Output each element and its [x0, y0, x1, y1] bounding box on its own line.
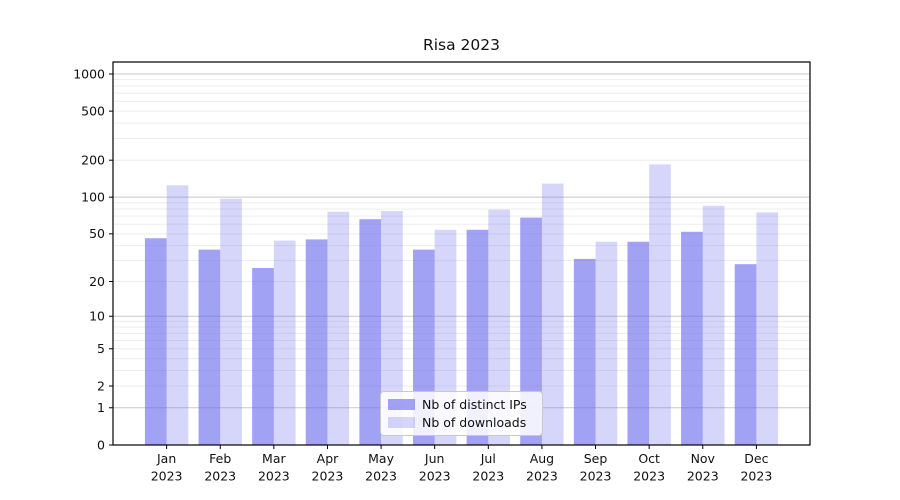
legend-item-distinct-ips: Nb of distinct IPs	[388, 397, 535, 412]
plot-frame	[112, 61, 811, 446]
bar-oct-distinct-ips	[627, 241, 650, 445]
x-tick-label: Aug 2023	[526, 451, 558, 484]
x-tick-label: Dec 2023	[740, 451, 772, 484]
x-tick-label: Feb 2023	[204, 451, 236, 484]
bar-mar-distinct-ips	[252, 268, 274, 445]
legend-label-downloads: Nb of downloads	[422, 415, 527, 430]
bar-apr-downloads	[327, 211, 350, 445]
bar-oct-downloads	[649, 164, 671, 445]
bar-dec-downloads	[756, 212, 779, 445]
bar-feb-distinct-ips	[198, 249, 221, 445]
y-tick-label: 50	[89, 226, 105, 241]
x-tick-label: Jul 2023	[472, 451, 504, 484]
bar-nov-downloads	[702, 205, 725, 445]
bar-sep-distinct-ips	[573, 258, 596, 445]
y-tick-label: 200	[81, 152, 105, 167]
x-tick-label: Oct 2023	[633, 451, 665, 484]
chart-title: Risa 2023	[422, 36, 501, 54]
legend-item-downloads: Nb of downloads	[388, 415, 535, 430]
bar-mar-downloads	[273, 240, 296, 445]
legend: Nb of distinct IPs Nb of downloads	[380, 391, 543, 436]
y-tick-label: 0	[97, 437, 105, 452]
bar-jul-downloads	[488, 209, 511, 445]
bar-nov-distinct-ips	[681, 231, 703, 445]
bar-apr-distinct-ips	[305, 239, 328, 445]
bar-jan-downloads	[166, 185, 189, 445]
y-tick-label: 20	[89, 274, 105, 289]
legend-swatch-distinct-ips	[388, 399, 415, 410]
x-tick-label: Jun 2023	[419, 451, 451, 484]
bar-sep-downloads	[595, 241, 618, 445]
bar-jan-distinct-ips	[144, 238, 167, 445]
y-tick-label: 500	[81, 103, 105, 118]
x-tick-label: Mar 2023	[258, 451, 290, 484]
x-tick-label: May 2023	[365, 451, 397, 484]
y-tick-label: 1	[97, 400, 105, 415]
bar-dec-distinct-ips	[734, 264, 757, 445]
bar-may-distinct-ips	[359, 219, 382, 445]
y-tick-label: 1000	[73, 66, 105, 81]
x-tick-label: Jan 2023	[151, 451, 183, 484]
bar-feb-downloads	[220, 198, 242, 445]
bar-aug-downloads	[541, 183, 564, 446]
y-tick-label: 2	[97, 378, 105, 393]
y-tick-label: 10	[89, 309, 105, 324]
bar-may-downloads	[381, 211, 403, 445]
x-tick-label: Nov 2023	[687, 451, 719, 484]
x-tick-label: Apr 2023	[312, 451, 344, 484]
legend-swatch-downloads	[388, 417, 415, 428]
legend-label-distinct-ips: Nb of distinct IPs	[422, 397, 527, 412]
bar-aug-distinct-ips	[520, 217, 542, 445]
y-tick-label: 100	[81, 189, 105, 204]
x-tick-label: Sep 2023	[580, 451, 612, 484]
y-tick-label: 5	[97, 341, 105, 356]
